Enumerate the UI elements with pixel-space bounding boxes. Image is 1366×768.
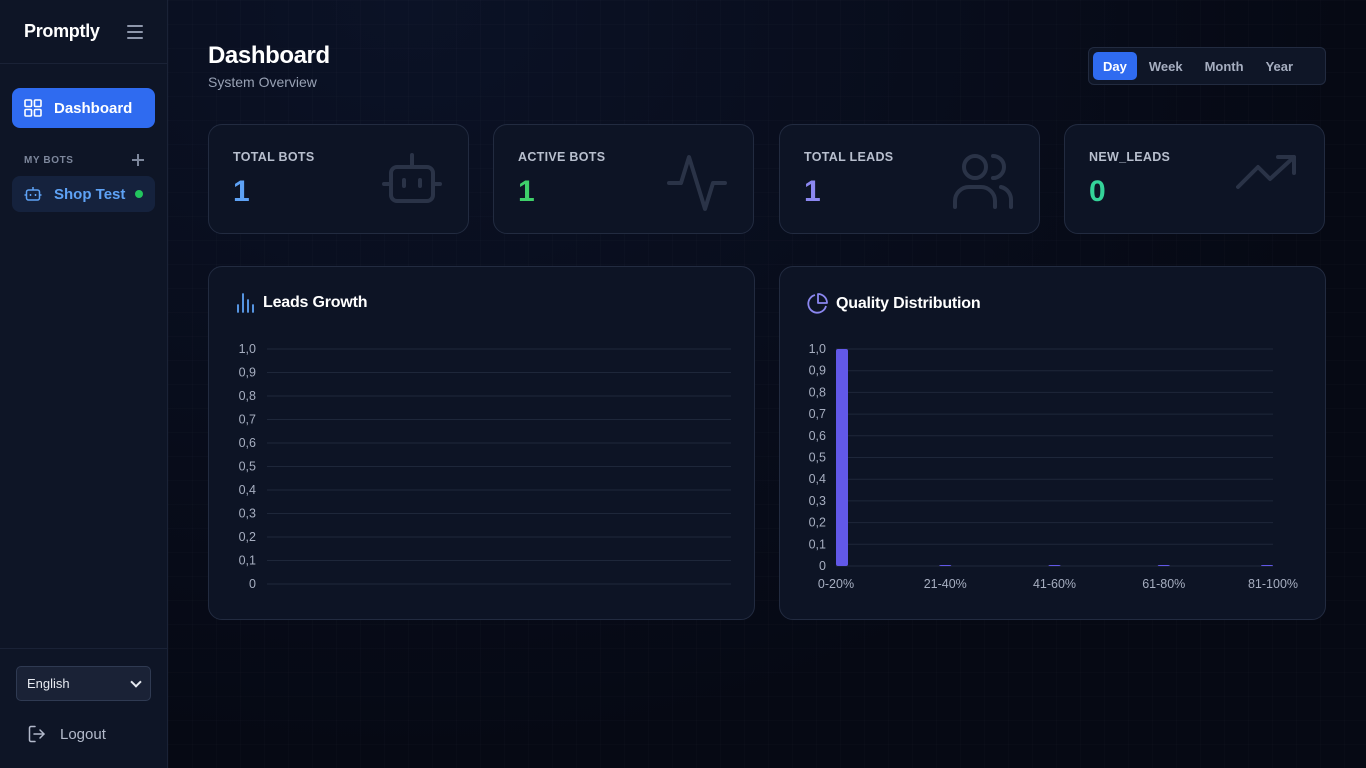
chart-title: Leads Growth xyxy=(263,294,368,311)
logout-button[interactable]: Logout xyxy=(28,725,106,743)
time-range-toggle: Day Week Month Year xyxy=(1088,47,1326,85)
sidebar: Promptly Dashboard MY BOTS Shop Test Eng… xyxy=(0,0,168,768)
bar-41-60% xyxy=(1048,565,1061,566)
bar-21-40% xyxy=(939,565,952,566)
language-select[interactable]: English xyxy=(16,666,151,701)
stat-label: ACTIVE BOTS xyxy=(518,150,606,164)
page-subtitle: System Overview xyxy=(208,74,317,90)
y-tick-label: 0,2 xyxy=(239,530,256,544)
range-month-button[interactable]: Month xyxy=(1204,58,1244,74)
chevron-down-icon xyxy=(130,675,142,688)
stat-card-new-leads: NEW_LEADS 0 xyxy=(1064,124,1325,234)
my-bots-title: MY BOTS xyxy=(24,154,74,166)
bar-81-100% xyxy=(1261,565,1273,566)
online-status-dot xyxy=(135,190,143,198)
quality-distribution-card: Quality Distribution 1,0 0,9 0,8 0,7 0,6 0,5 0… xyxy=(779,266,1326,620)
leads-growth-card: Leads Growth 1,0 0,9 0,8 0,7 0,6 0,5 0,4 0,3 0,2… xyxy=(208,266,755,620)
y-tick-label: 0,1 xyxy=(809,537,826,551)
page-title: Dashboard xyxy=(208,42,330,69)
y-tick-label: 0,4 xyxy=(239,483,256,497)
range-day-button[interactable]: Day xyxy=(1093,52,1137,80)
y-tick-label: 0,1 xyxy=(239,554,256,568)
my-bots-section-header: MY BOTS xyxy=(24,152,144,168)
bot-name: Shop Test xyxy=(54,185,126,203)
y-tick-label: 0,5 xyxy=(809,451,826,465)
y-tick-label: 0 xyxy=(819,559,826,573)
stat-label: NEW_LEADS xyxy=(1089,150,1171,164)
activity-icon xyxy=(667,155,727,211)
y-tick-label: 0,9 xyxy=(239,366,256,380)
y-tick-label: 0 xyxy=(249,577,256,591)
hamburger-menu-icon[interactable] xyxy=(127,24,143,39)
stat-card-active-bots: ACTIVE BOTS 1 xyxy=(493,124,754,234)
y-tick-label: 0,6 xyxy=(809,429,826,443)
chart-header: Leads Growth xyxy=(235,293,367,313)
stat-value: 0 xyxy=(1089,175,1106,208)
robot-icon xyxy=(382,153,442,203)
sidebar-item-shop-test[interactable]: Shop Test xyxy=(12,176,155,212)
y-tick-label: 0,7 xyxy=(239,413,256,427)
stat-value: 1 xyxy=(233,175,250,208)
main-content: Dashboard System Overview Day Week Month… xyxy=(168,0,1366,768)
brand-logo: Promptly xyxy=(24,21,100,41)
y-tick-label: 0,8 xyxy=(809,385,826,399)
range-year-button[interactable]: Year xyxy=(1265,58,1294,74)
y-tick-label: 0,3 xyxy=(239,507,256,521)
sidebar-item-dashboard[interactable]: Dashboard xyxy=(12,88,155,128)
chart-header: Quality Distribution xyxy=(806,293,981,315)
bar-0-20% xyxy=(836,349,848,566)
grid-icon xyxy=(24,99,42,117)
stat-card-total-leads: TOTAL LEADS 1 xyxy=(779,124,1040,234)
y-tick-label: 0,6 xyxy=(239,436,256,450)
y-tick-label: 1,0 xyxy=(239,342,256,356)
stat-value: 1 xyxy=(518,175,535,208)
logout-icon xyxy=(28,725,45,743)
x-tick-label: 41-60% xyxy=(1033,577,1076,591)
y-tick-label: 1,0 xyxy=(809,342,826,356)
sidebar-item-label: Dashboard xyxy=(54,99,133,117)
brand-row: Promptly xyxy=(0,0,167,64)
chart-title: Quality Distribution xyxy=(836,295,981,312)
users-icon xyxy=(953,154,1013,209)
stat-label: TOTAL LEADS xyxy=(804,150,894,164)
sidebar-footer: English Logout xyxy=(0,648,168,768)
trending-up-icon xyxy=(1236,155,1296,189)
logout-label: Logout xyxy=(60,725,106,743)
add-bot-plus-icon[interactable] xyxy=(132,154,144,166)
stat-label: TOTAL BOTS xyxy=(233,150,315,164)
x-tick-label: 0-20% xyxy=(818,577,854,591)
y-tick-label: 0,3 xyxy=(809,494,826,508)
y-tick-label: 0,7 xyxy=(809,407,826,421)
x-tick-label: 61-80% xyxy=(1142,577,1185,591)
x-tick-label: 21-40% xyxy=(924,577,967,591)
y-tick-label: 0,4 xyxy=(809,472,826,486)
stat-value: 1 xyxy=(804,175,821,208)
bot-icon xyxy=(24,187,42,201)
bar-61-80% xyxy=(1157,565,1170,566)
y-tick-label: 0,9 xyxy=(809,364,826,378)
stat-card-total-bots: TOTAL BOTS 1 xyxy=(208,124,469,234)
language-select-value: English xyxy=(27,676,70,691)
pie-chart-icon xyxy=(807,293,828,314)
x-tick-label: 81-100% xyxy=(1248,577,1298,591)
quality-distribution-chart: 1,0 0,9 0,8 0,7 0,6 0,5 0,4 0,3 0,2 0,1 0 0-20% 21-4… xyxy=(809,342,1298,591)
range-week-button[interactable]: Week xyxy=(1148,58,1183,74)
y-tick-label: 0,2 xyxy=(809,516,826,530)
leads-growth-chart: 1,0 0,9 0,8 0,7 0,6 0,5 0,4 0,3 0,2 0,1 0 xyxy=(239,342,731,591)
bar-chart-icon xyxy=(237,293,254,313)
y-tick-label: 0,5 xyxy=(239,460,256,474)
y-tick-label: 0,8 xyxy=(239,389,256,403)
